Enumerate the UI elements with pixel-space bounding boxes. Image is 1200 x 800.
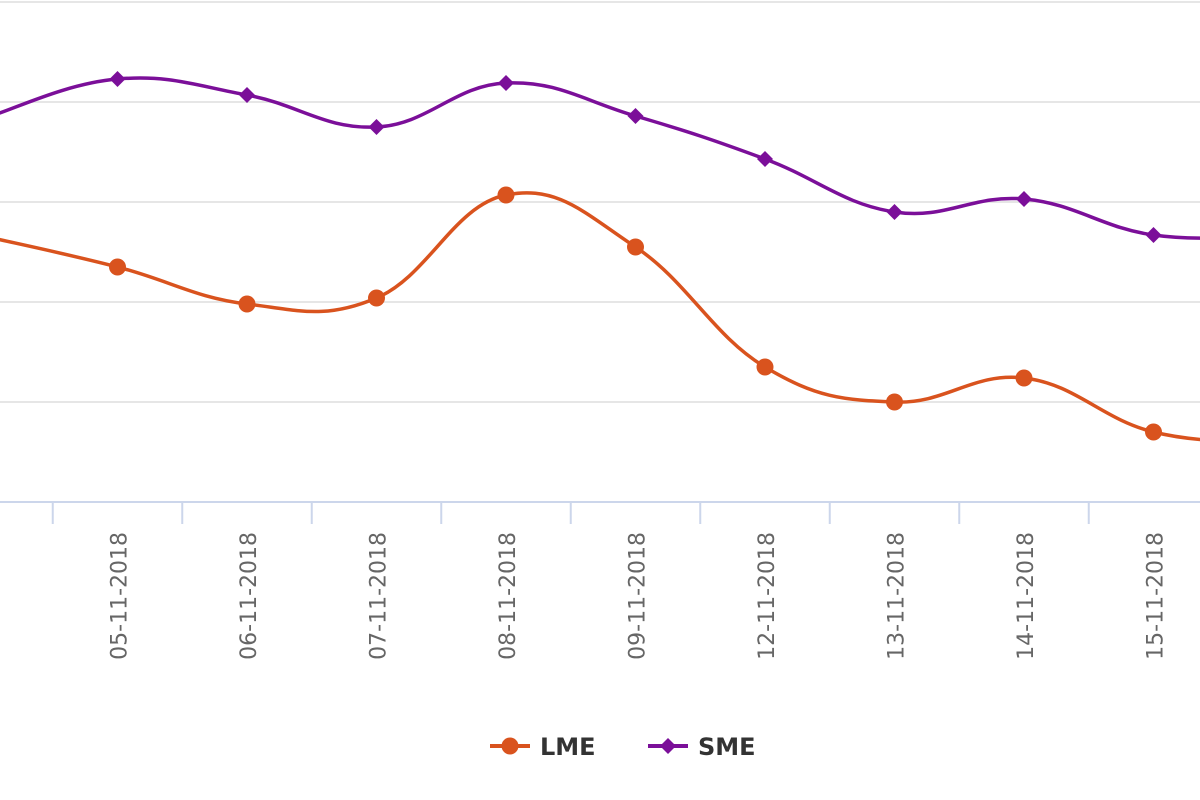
- data-point-sme[interactable]: [1016, 191, 1032, 207]
- data-point-sme[interactable]: [886, 204, 903, 220]
- data-point-lme[interactable]: [756, 358, 774, 376]
- x-tick-label: 09-11-2018: [626, 532, 651, 660]
- data-point-sme[interactable]: [368, 119, 385, 135]
- x-tick-label: 15-11-2018: [1144, 532, 1169, 660]
- x-tick-label: 14-11-2018: [1014, 532, 1039, 660]
- x-tick-label: 12-11-2018: [755, 532, 780, 660]
- data-point-sme[interactable]: [239, 87, 255, 103]
- series-line-lme: [0, 191, 1200, 442]
- legend-item-lme[interactable]: LME: [490, 733, 596, 761]
- x-tick-label: 07-11-2018: [367, 532, 392, 660]
- series-lme: [0, 186, 1200, 442]
- gridlines: [0, 1, 1200, 403]
- data-point-lme[interactable]: [886, 393, 903, 411]
- x-tick-label: 13-11-2018: [885, 532, 910, 660]
- x-axis: 05-11-2018 06-11-2018 07-11-2018 08-11-2018…: [0, 501, 1200, 660]
- data-point-lme[interactable]: [1015, 369, 1033, 387]
- x-tick-label: 08-11-2018: [496, 532, 521, 660]
- plot-series: [0, 71, 1200, 442]
- data-point-sme[interactable]: [109, 71, 126, 87]
- legend-label-sme: SME: [698, 733, 756, 761]
- data-point-lme[interactable]: [368, 289, 385, 307]
- x-tick-label: 06-11-2018: [237, 532, 262, 660]
- data-point-lme[interactable]: [1145, 423, 1162, 441]
- data-point-sme[interactable]: [757, 151, 773, 167]
- data-point-lme[interactable]: [109, 258, 126, 276]
- legend-label-lme: LME: [540, 733, 596, 761]
- data-point-lme[interactable]: [497, 186, 515, 204]
- data-point-sme[interactable]: [1145, 227, 1162, 243]
- series-sme: [0, 71, 1200, 243]
- legend-marker-lme[interactable]: [501, 737, 519, 755]
- legend-item-sme[interactable]: SME: [648, 733, 756, 761]
- data-point-lme[interactable]: [627, 238, 644, 256]
- data-point-sme[interactable]: [627, 108, 644, 124]
- legend[interactable]: LME SME: [490, 733, 756, 761]
- x-tick-label: 05-11-2018: [108, 532, 133, 660]
- data-point-lme[interactable]: [238, 295, 256, 313]
- data-point-sme[interactable]: [498, 75, 514, 91]
- legend-marker-sme[interactable]: [660, 738, 676, 754]
